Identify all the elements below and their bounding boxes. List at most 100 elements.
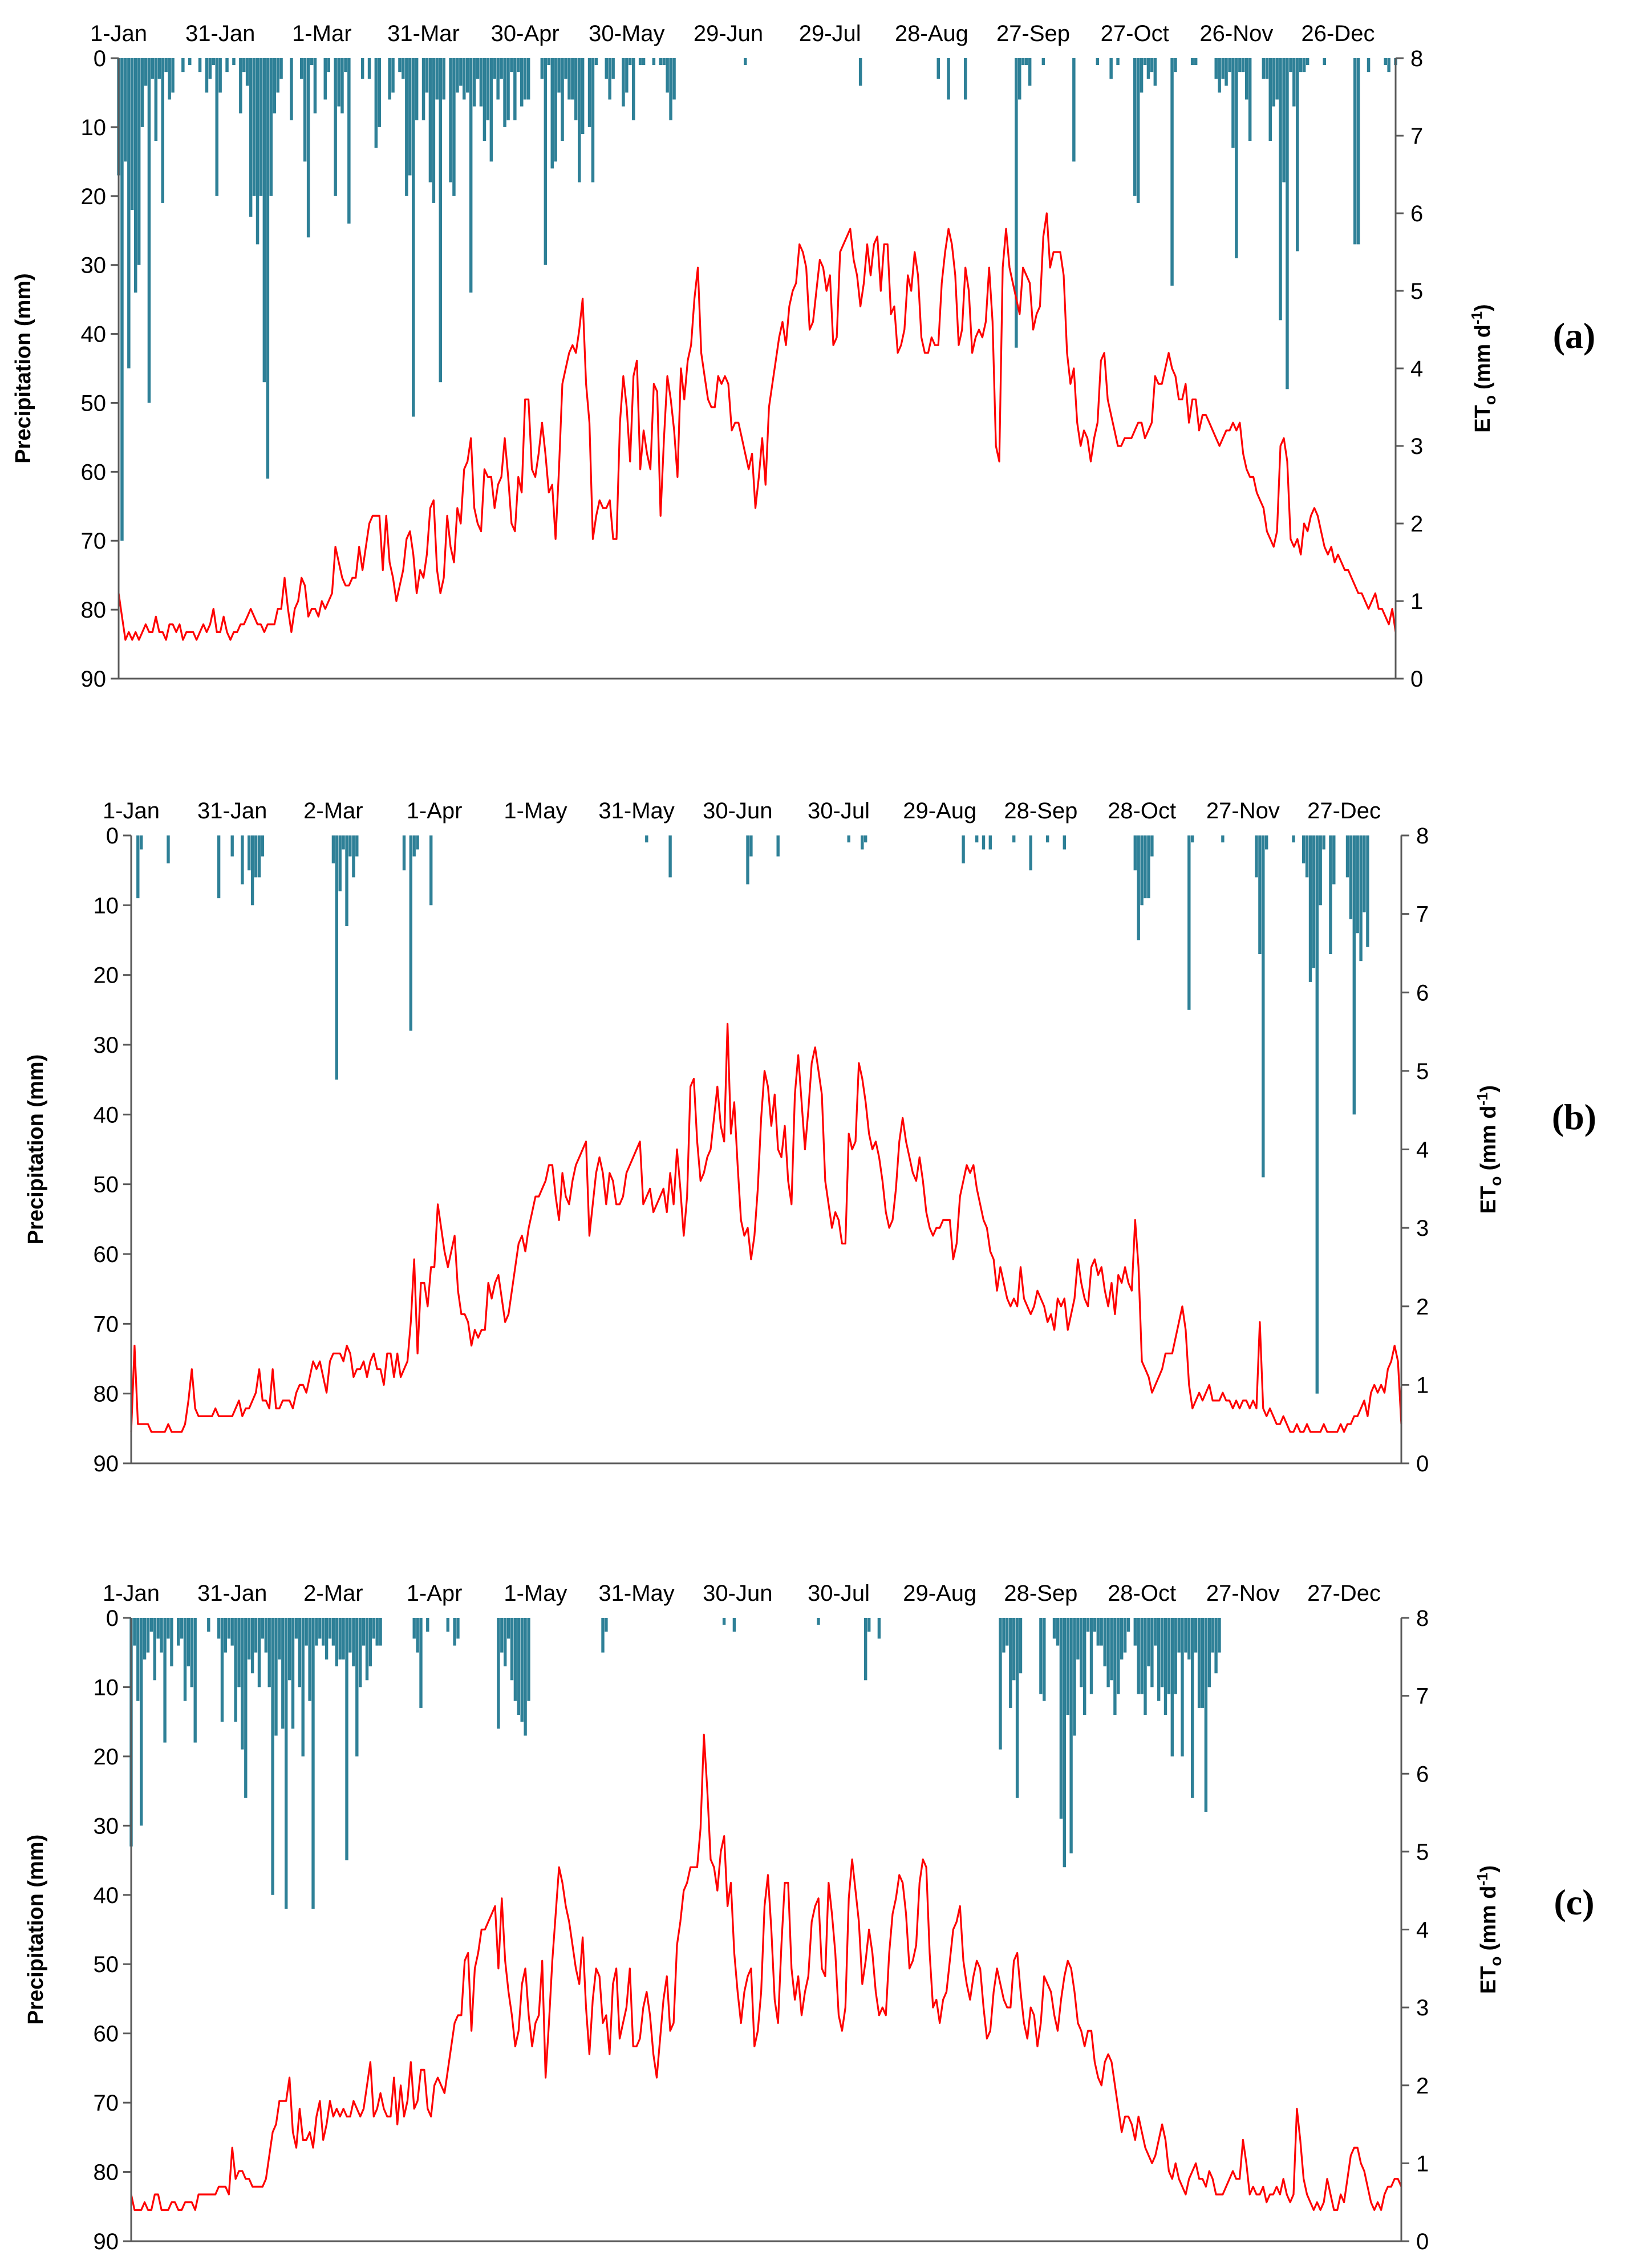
precip-bar	[988, 835, 992, 850]
precip-bar	[245, 58, 249, 86]
precip-bar	[526, 58, 530, 100]
precip-bar	[1356, 835, 1359, 934]
right-axis-title-sub: o	[1487, 1176, 1505, 1186]
precip-bar	[1163, 1618, 1167, 1715]
precip-bar	[281, 1618, 285, 1729]
precip-bar	[449, 58, 452, 182]
precip-bar	[1332, 835, 1336, 885]
precipitation-bars	[117, 58, 1397, 541]
precip-bar	[1133, 58, 1137, 196]
precipitation-bars	[129, 1618, 1221, 1909]
precip-bar	[171, 58, 175, 93]
precip-bar	[249, 58, 253, 217]
right-axis-title-sup: -1	[1474, 1872, 1491, 1885]
precip-bar	[776, 835, 780, 857]
eto-line	[117, 212, 1397, 641]
left-axis-title: Precipitation (mm)	[11, 273, 35, 464]
precip-bar	[262, 58, 266, 383]
precip-bar	[746, 835, 749, 885]
precip-bar	[1262, 835, 1265, 1178]
precip-bar	[405, 58, 408, 196]
precip-bar	[164, 58, 168, 72]
precip-bar	[335, 835, 338, 1080]
precip-bar	[1043, 1618, 1046, 1701]
precip-bar	[134, 58, 137, 293]
precip-bar	[864, 1618, 867, 1681]
precip-bar	[662, 58, 666, 66]
precip-bar	[1174, 58, 1177, 72]
precip-bar	[143, 1618, 147, 1660]
precip-bar	[136, 835, 140, 899]
left-tick-label: 50	[94, 1172, 119, 1198]
precip-bar	[244, 1618, 248, 1798]
precip-bar	[1106, 1618, 1110, 1687]
precip-bar	[1187, 835, 1191, 1010]
precip-bar	[412, 58, 415, 417]
precip-bar	[181, 58, 185, 72]
precip-bar	[1136, 58, 1140, 203]
precip-bar	[1265, 58, 1269, 79]
precip-bar	[1245, 58, 1248, 100]
precip-bar	[463, 58, 466, 100]
right-tick-label: 6	[1410, 201, 1423, 226]
x-tick-label: 1-May	[504, 798, 567, 823]
precip-bar	[1238, 58, 1242, 72]
precip-bar	[338, 1618, 342, 1660]
left-tick-label: 80	[81, 598, 107, 623]
precip-bar	[1160, 1618, 1164, 1687]
precip-bar	[365, 1618, 369, 1681]
precip-bar	[611, 58, 615, 79]
panel-label: (a)	[1553, 315, 1596, 356]
precip-bar	[591, 58, 595, 182]
precip-bar	[335, 1618, 338, 1666]
x-tick-label: 27-Oct	[1101, 21, 1169, 46]
x-tick-label: 31-Jan	[197, 1581, 267, 1606]
precip-bar	[266, 58, 270, 479]
precip-bar	[416, 1618, 419, 1653]
right-tick-label: 3	[1416, 1216, 1429, 1241]
left-tick-label: 40	[81, 322, 107, 347]
precip-bar	[1384, 58, 1387, 66]
precip-bar	[421, 58, 425, 120]
precip-bar	[1116, 58, 1120, 66]
precip-bar	[1147, 1618, 1150, 1666]
left-tick-label: 10	[94, 893, 119, 918]
precip-bar	[578, 58, 581, 182]
precip-bar	[1345, 835, 1349, 878]
precip-bar	[379, 1618, 382, 1646]
right-tick-label: 7	[1410, 124, 1423, 149]
precip-bar	[1299, 58, 1303, 72]
precip-bar	[180, 1618, 184, 1639]
precip-bar	[982, 835, 986, 850]
precip-bar	[212, 58, 216, 66]
precip-bar	[1147, 835, 1150, 899]
precip-bar	[1174, 1618, 1177, 1694]
precip-bar	[151, 58, 155, 79]
precip-bar	[744, 58, 747, 66]
precip-bar	[1046, 835, 1049, 843]
right-tick-label: 8	[1410, 46, 1423, 71]
precip-bar	[1069, 1618, 1073, 1853]
precip-bar	[154, 58, 158, 141]
precip-bar	[342, 1618, 345, 1660]
precip-bar	[1012, 1618, 1016, 1681]
precip-bar	[242, 58, 246, 72]
precip-bar	[334, 58, 337, 196]
left-tick-label: 10	[94, 1675, 119, 1700]
precip-bar	[540, 58, 544, 79]
precip-bar	[391, 58, 395, 93]
precip-bar	[273, 58, 276, 113]
precip-bar	[290, 58, 293, 120]
precip-bar	[352, 1618, 355, 1666]
x-tick-label: 30-Apr	[491, 21, 560, 46]
precip-bar	[308, 1618, 311, 1701]
precip-bar	[310, 58, 314, 66]
precip-bar	[1289, 58, 1292, 72]
precip-bar	[426, 1618, 429, 1632]
right-tick-label: 7	[1416, 1684, 1429, 1709]
right-tick-label: 2	[1416, 1295, 1429, 1320]
precip-bar	[1231, 58, 1235, 148]
left-tick-label: 0	[94, 46, 106, 71]
precip-bar	[1225, 58, 1228, 86]
precip-bar	[999, 1618, 1002, 1750]
